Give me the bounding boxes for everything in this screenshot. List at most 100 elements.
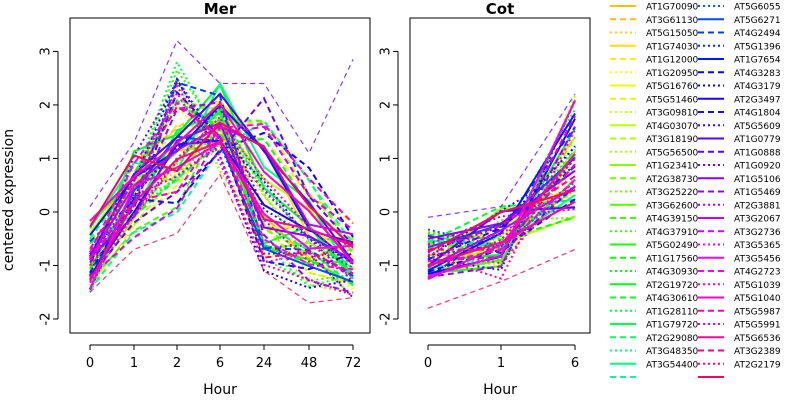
legend-item: AT4G3179 xyxy=(698,82,781,92)
series-line xyxy=(427,208,576,246)
legend-label: AT1G70090 xyxy=(646,3,699,13)
legend-label: AT3G25220 xyxy=(646,188,699,198)
legend-item: AT3G2389 xyxy=(698,347,781,357)
y-tick-label: 2 xyxy=(39,101,54,109)
series-line xyxy=(427,216,576,241)
legend-item: AT1G79720 xyxy=(610,321,699,331)
legend-label: AT4G30610 xyxy=(646,294,699,304)
legend-label: AT3G54400 xyxy=(646,360,699,370)
y-tick-label: 0 xyxy=(39,208,54,216)
series-line xyxy=(89,92,354,263)
legend-label: AT1G17560 xyxy=(646,254,699,264)
legend-item: AT1G74030 xyxy=(610,42,699,52)
legend-label: AT1G5106 xyxy=(734,175,781,185)
legend-label: AT5G6536 xyxy=(734,334,781,344)
legend-label: AT2G29080 xyxy=(646,334,699,344)
legend-item: AT4G03070 xyxy=(610,122,699,132)
legend-label: AT5G51460 xyxy=(646,95,699,105)
series-line xyxy=(89,125,354,278)
x-tick-label: 6 xyxy=(571,356,579,371)
envelope-max-line xyxy=(427,93,576,218)
legend-item: AT2G19720 xyxy=(610,281,699,291)
series-line xyxy=(89,120,354,291)
legend-item: AT1G0888 xyxy=(698,148,781,158)
x-tick-label: 48 xyxy=(301,356,318,371)
legend-label: AT5G5991 xyxy=(734,321,781,331)
legend-label: AT4G03070 xyxy=(646,122,699,132)
legend-item: AT1G28110 xyxy=(610,307,699,317)
legend-item: AT1G17560 xyxy=(610,254,699,264)
legend-label: AT5G02490 xyxy=(646,241,699,251)
series-line xyxy=(427,186,576,269)
series-line xyxy=(89,115,354,267)
legend-label: AT3G2736 xyxy=(734,228,781,238)
legend-label: AT4G39150 xyxy=(646,215,699,225)
series-line xyxy=(89,96,354,278)
y-tick-label: -2 xyxy=(39,313,54,326)
legend-label: AT1G79720 xyxy=(646,321,699,331)
legend-label: AT2G2179 xyxy=(734,360,781,370)
y-tick-label: 2 xyxy=(379,101,394,109)
series-line xyxy=(89,105,354,275)
legend-label: AT5G6055 xyxy=(734,3,781,13)
series-line xyxy=(89,101,354,271)
y-tick-label: -1 xyxy=(379,259,394,272)
legend-item: AT2G2179 xyxy=(698,360,781,370)
series-line xyxy=(89,81,354,277)
legend-item: AT5G6055 xyxy=(698,3,781,13)
series-line xyxy=(89,105,354,287)
legend-label: AT3G18190 xyxy=(646,135,699,145)
x-tick-label: 1 xyxy=(497,356,505,371)
legend-item: AT1G5106 xyxy=(698,175,781,185)
legend-label: AT5G1039 xyxy=(734,281,781,291)
series-line xyxy=(427,126,576,279)
plot-frame xyxy=(69,17,371,334)
legend-label: AT1G7654 xyxy=(734,56,781,66)
legend-item: AT1G70090 xyxy=(610,3,699,13)
legend-label: AT3G48350 xyxy=(646,347,699,357)
legend-label: AT1G0920 xyxy=(734,162,781,172)
legend-item: AT4G2723 xyxy=(698,268,781,278)
series-line xyxy=(427,100,576,278)
legend-item: AT5G02490 xyxy=(610,241,699,251)
legend-item: AT3G18190 xyxy=(610,135,699,145)
legend-item: AT1G20950 xyxy=(610,69,699,79)
legend-label: AT5G16760 xyxy=(646,82,699,92)
series-line xyxy=(89,102,354,264)
legend-label: AT5G5609 xyxy=(734,122,781,132)
legend-label: AT5G6271 xyxy=(734,16,781,26)
y-tick-label: 1 xyxy=(39,154,54,162)
legend-label: AT2G38730 xyxy=(646,175,699,185)
legend-item: AT3G09810 xyxy=(610,109,699,119)
legend-item: AT4G30610 xyxy=(610,294,699,304)
series-line xyxy=(427,108,576,261)
x-tick-label: 2 xyxy=(173,356,181,371)
legend-item: AT3G61130 xyxy=(610,16,699,26)
legend-item: AT3G48350 xyxy=(610,347,699,357)
series-line xyxy=(427,198,576,273)
legend-item: AT1G0779 xyxy=(698,135,781,145)
series-line xyxy=(427,129,576,280)
legend-label: AT3G2389 xyxy=(734,347,781,357)
legend-item: AT5G1396 xyxy=(698,42,781,52)
legend-item: AT5G1040 xyxy=(698,294,781,304)
x-tick-label: 0 xyxy=(424,356,432,371)
envelope-min-line xyxy=(89,173,354,304)
legend-label: AT4G30930 xyxy=(646,268,699,278)
panel-title: Cot xyxy=(486,0,514,18)
series-line xyxy=(427,163,576,251)
legend-label: AT3G2067 xyxy=(734,215,781,225)
y-tick-label: -2 xyxy=(379,313,394,326)
legend-item: AT3G2067 xyxy=(698,215,781,225)
legend-label: AT4G37910 xyxy=(646,228,699,238)
legend-item: AT4G1804 xyxy=(698,109,781,119)
legend-item: AT5G5987 xyxy=(698,307,781,317)
y-tick-label: 3 xyxy=(379,47,394,55)
legend-label: AT2G19720 xyxy=(646,281,699,291)
legend-label: AT1G0888 xyxy=(734,148,781,158)
y-tick-label: 0 xyxy=(379,208,394,216)
legend-label: AT2G3497 xyxy=(734,95,781,105)
legend-item: AT3G5365 xyxy=(698,241,781,251)
x-tick-label: 6 xyxy=(216,356,224,371)
